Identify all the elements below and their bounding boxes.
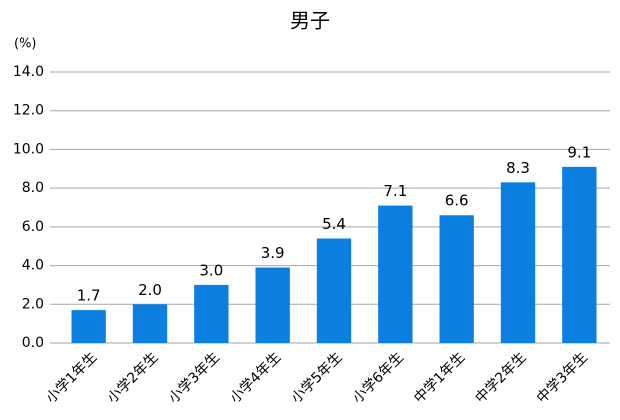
- bar: [562, 166, 597, 343]
- value-label: 3.9: [261, 244, 285, 262]
- value-label: 2.0: [138, 281, 162, 299]
- x-tick-label: 小学1年生: [43, 349, 100, 406]
- value-label: 7.1: [383, 182, 407, 200]
- y-tick-label: 10.0: [13, 141, 44, 157]
- bar: [194, 284, 229, 343]
- y-tick-label: 8.0: [22, 180, 44, 196]
- bar: [255, 267, 290, 343]
- value-label: 6.6: [445, 192, 469, 210]
- y-tick-label: 2.0: [22, 296, 44, 312]
- value-label: 1.7: [77, 287, 101, 305]
- chart-title: 男子: [290, 9, 330, 33]
- x-tick-label: 小学3年生: [166, 349, 223, 406]
- x-tick-label: 小学5年生: [288, 349, 345, 406]
- value-label: 8.3: [506, 159, 530, 177]
- value-label: 9.1: [567, 143, 591, 161]
- x-tick-label: 小学4年生: [227, 349, 284, 406]
- x-tick-label: 中学2年生: [472, 349, 529, 406]
- x-tick-label: 中学1年生: [411, 349, 468, 406]
- y-tick-label: 0.0: [22, 335, 44, 351]
- bar: [132, 304, 168, 343]
- bar: [439, 215, 474, 343]
- bar: [500, 182, 536, 343]
- y-unit: (%): [14, 37, 37, 52]
- bar: [71, 310, 106, 343]
- bar: [316, 238, 352, 343]
- y-tick-label: 6.0: [22, 219, 44, 235]
- y-tick-label: 12.0: [13, 103, 44, 119]
- y-tick-label: 4.0: [22, 258, 44, 274]
- x-tick-label: 小学2年生: [104, 349, 161, 406]
- value-label: 3.0: [199, 261, 223, 279]
- y-tick-label: 14.0: [13, 64, 44, 80]
- x-tick-label: 小学6年生: [350, 349, 407, 406]
- bar: [378, 205, 413, 343]
- value-label: 5.4: [322, 215, 346, 233]
- x-tick-label: 中学3年生: [534, 349, 591, 406]
